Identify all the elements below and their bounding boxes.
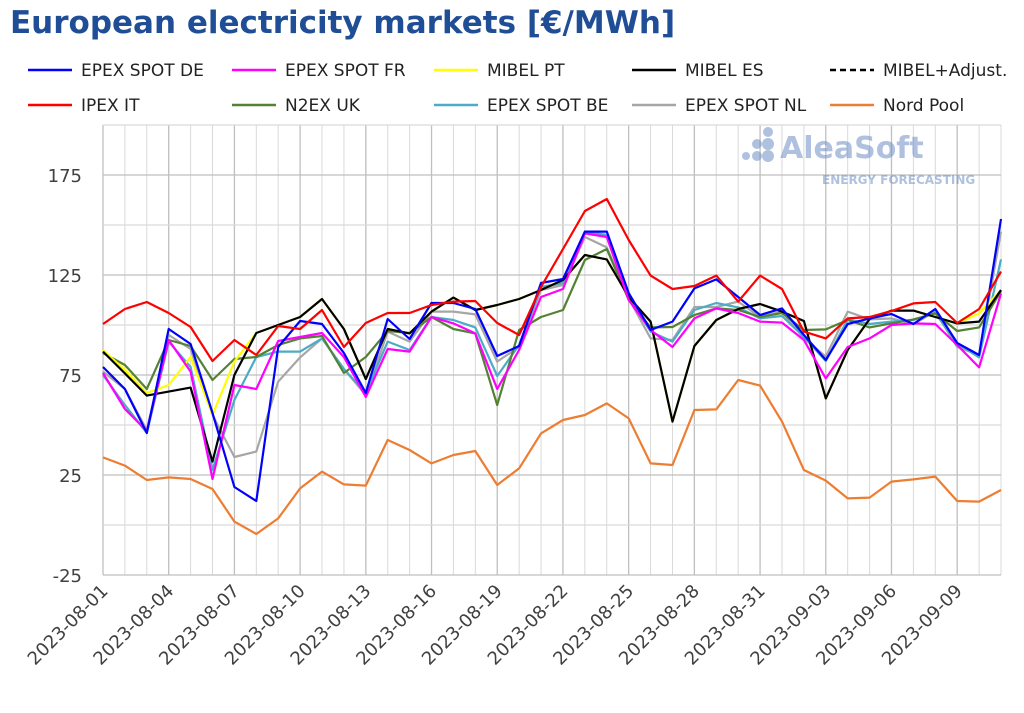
logo-tagline: ENERGY FORECASTING (822, 173, 975, 187)
series-line-n2ex-uk (102, 247, 1002, 407)
series-line-epex-spot-de (102, 218, 1003, 503)
legend-label: MIBEL ES (685, 61, 764, 81)
legend-label: EPEX SPOT NL (685, 96, 807, 116)
legend-item: Nord Pool (830, 96, 964, 116)
logo-dot (752, 139, 762, 149)
legend-label: MIBEL PT (487, 61, 565, 81)
legend-label: EPEX SPOT FR (285, 61, 406, 81)
legend-item: MIBEL+Adjust. (830, 61, 1007, 81)
legend-item: EPEX SPOT DE (28, 61, 204, 81)
y-tick-label: 25 (59, 466, 82, 487)
logo-dot (752, 151, 762, 161)
series-line-epex-spot-nl (102, 231, 1003, 459)
y-tick-label: -25 (53, 566, 82, 587)
chart-title: European electricity markets [€/MWh] (10, 5, 676, 41)
legend-item: MIBEL ES (632, 61, 764, 81)
legend-label: Nord Pool (883, 96, 964, 116)
logo-dot (763, 127, 773, 137)
legend-label: N2EX UK (285, 96, 361, 116)
series-line-epex-spot-fr (102, 232, 1003, 481)
legend-label: MIBEL+Adjust. (883, 61, 1007, 81)
series-line-ipex-it (102, 197, 1002, 363)
logo-dot (742, 152, 750, 160)
y-tick-label: 125 (48, 266, 82, 287)
series-line-nord-pool (102, 378, 1002, 536)
y-tick-label: 75 (59, 366, 82, 387)
aleasoft-logo: AleaSoft ENERGY FORECASTING (742, 127, 975, 187)
legend-label: EPEX SPOT DE (81, 61, 204, 81)
legend-label: EPEX SPOT BE (487, 96, 608, 116)
legend-item: MIBEL PT (434, 61, 565, 81)
logo-text: AleaSoft (780, 131, 924, 166)
legend-label: IPEX IT (81, 96, 140, 116)
legend-item: EPEX SPOT NL (632, 96, 807, 116)
legend-item: IPEX IT (28, 96, 140, 116)
logo-dot (762, 150, 774, 162)
legend-item: EPEX SPOT BE (434, 96, 608, 116)
y-tick-label: 175 (48, 166, 82, 187)
legend-item: EPEX SPOT FR (232, 61, 406, 81)
legend-item: N2EX UK (232, 96, 361, 116)
logo-dot (762, 138, 774, 150)
